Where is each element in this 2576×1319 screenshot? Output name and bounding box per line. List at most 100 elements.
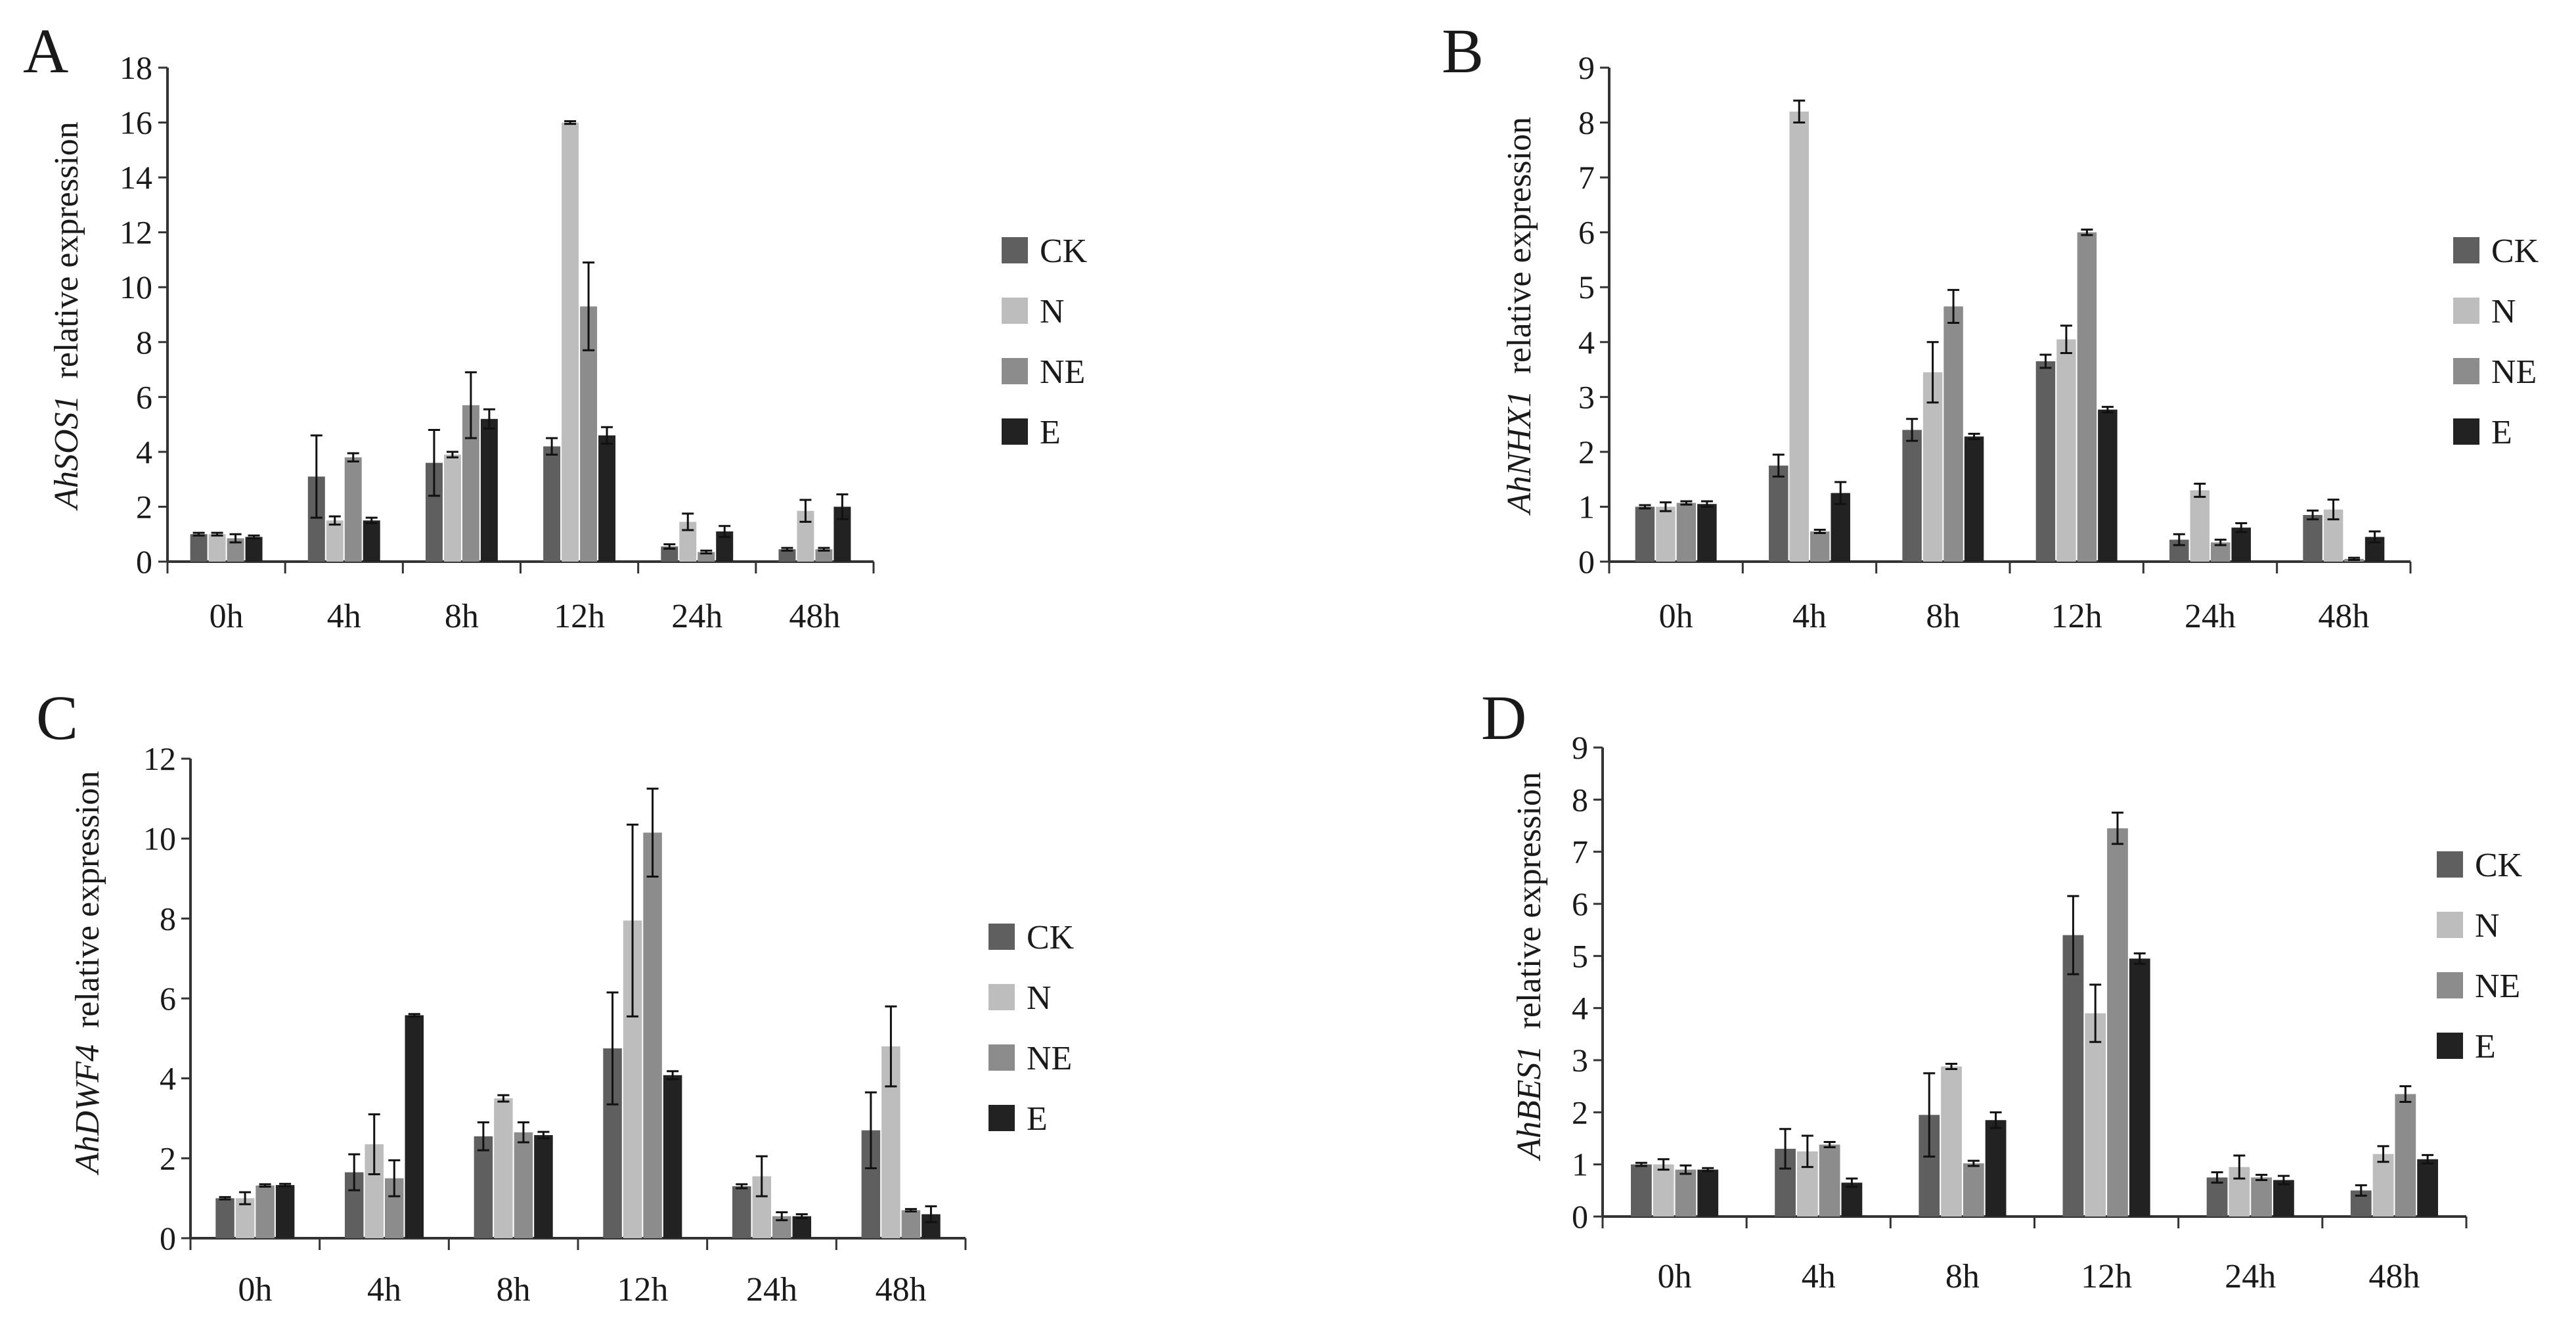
bar-e xyxy=(363,520,380,562)
bar-ne xyxy=(2251,1177,2273,1217)
x-tick-label: 48h xyxy=(2318,598,2369,635)
bar-ne xyxy=(1963,1163,1984,1217)
bar-ck xyxy=(1631,1164,1652,1217)
y-tick-label: 8 xyxy=(1572,781,1588,818)
legend-swatch-n xyxy=(1002,298,1028,324)
legend-label-n: N xyxy=(2491,293,2516,330)
bar-n xyxy=(443,455,461,562)
bar-n xyxy=(1653,1164,1674,1217)
legend-swatch-ck xyxy=(2437,851,2463,878)
bar-ck xyxy=(2206,1177,2228,1217)
y-tick-label: 2 xyxy=(1572,1094,1588,1130)
bar-e xyxy=(2231,527,2251,562)
y-tick-label: 14 xyxy=(120,159,152,196)
legend-swatch-ne xyxy=(1002,358,1028,384)
y-tick-label: 1 xyxy=(1572,1146,1588,1183)
panel-letter: C xyxy=(36,682,78,753)
bar-e xyxy=(792,1216,812,1238)
legend-label-e: E xyxy=(2491,414,2512,451)
y-tick-label: 6 xyxy=(1572,885,1588,922)
gene-name: AhNHX1 xyxy=(1501,390,1538,516)
bar-ne xyxy=(1943,306,1963,562)
x-tick-label: 0h xyxy=(1658,1258,1692,1295)
x-tick-label: 0h xyxy=(238,1271,272,1308)
bar-n xyxy=(562,122,579,562)
x-tick-label: 4h xyxy=(327,598,361,635)
y-tick-label: 4 xyxy=(1578,324,1595,361)
legend-label-n: N xyxy=(1027,979,1052,1017)
x-tick-label: 12h xyxy=(2081,1258,2132,1295)
x-tick-label: 24h xyxy=(2225,1258,2276,1295)
y-tick-label: 0 xyxy=(136,543,152,580)
y-tick-label: 0 xyxy=(1578,543,1595,580)
bar-e xyxy=(1697,504,1717,562)
legend-swatch-n xyxy=(988,984,1015,1010)
y-tick-label: 16 xyxy=(120,104,152,141)
bar-ck xyxy=(2303,514,2322,562)
y-axis-title-suffix: relative expression xyxy=(1501,117,1538,374)
bar-e xyxy=(2129,958,2150,1217)
x-tick-label: 12h xyxy=(554,598,605,635)
legend-swatch-e xyxy=(1002,418,1028,445)
x-tick-label: 8h xyxy=(445,598,479,635)
gene-name: AhSOS1 xyxy=(48,395,85,510)
legend-label-ne: NE xyxy=(2475,968,2520,1005)
y-tick-label: 4 xyxy=(160,1060,176,1097)
bar-n xyxy=(1922,372,1943,562)
y-tick-label: 9 xyxy=(1578,49,1595,86)
bar-ck xyxy=(732,1186,751,1238)
x-tick-label: 8h xyxy=(1945,1258,1980,1295)
y-tick-label: 8 xyxy=(1578,104,1595,141)
bar-ne xyxy=(901,1210,921,1238)
bar-ck xyxy=(474,1136,493,1238)
legend-swatch-ne xyxy=(988,1044,1015,1071)
x-tick-label: 48h xyxy=(2368,1258,2420,1295)
y-tick-label: 7 xyxy=(1578,159,1595,196)
x-tick-label: 48h xyxy=(789,598,840,635)
bar-n xyxy=(208,534,226,562)
bar-ck xyxy=(661,547,678,562)
y-axis-title: AhBES1 relative expression xyxy=(1511,772,1548,1161)
bar-e xyxy=(1964,436,1984,562)
y-tick-label: 6 xyxy=(136,378,152,415)
bar-e xyxy=(1697,1169,1719,1217)
legend: CK N NE E xyxy=(2437,847,2523,1065)
y-tick-label: 5 xyxy=(1572,937,1588,974)
legend-label-n: N xyxy=(2475,907,2500,945)
bar-e xyxy=(663,1075,682,1238)
panel-a: A AhSOS1 relative expression CK N NE E 0 2 4 6… xyxy=(23,16,1088,635)
gene-name: AhDWF4 xyxy=(69,1044,106,1175)
legend-label-ne: NE xyxy=(2491,353,2537,391)
bar-ne xyxy=(1676,503,1697,562)
legend-label-e: E xyxy=(2475,1028,2496,1065)
legend-swatch-e xyxy=(988,1105,1015,1131)
x-tick-label: 8h xyxy=(1926,598,1960,635)
bar-n xyxy=(1656,506,1676,562)
x-tick-label: 0h xyxy=(210,598,244,635)
y-axis-title-suffix: relative expression xyxy=(69,771,106,1028)
bar-ck xyxy=(2035,361,2056,562)
legend-swatch-ne xyxy=(2437,972,2463,998)
y-tick-label: 7 xyxy=(1572,834,1588,870)
legend: CK N NE E xyxy=(1002,233,1088,451)
panel-c: C AhDWF4 relative expression CK N NE E 0 2 4 6… xyxy=(36,682,1075,1308)
y-tick-label: 1 xyxy=(1578,488,1595,525)
bar-ne xyxy=(2395,1094,2416,1217)
y-axis-title: AhSOS1 relative expression xyxy=(48,122,85,511)
bar-e xyxy=(2098,409,2118,562)
bar-ck xyxy=(1769,465,1788,562)
y-tick-label: 6 xyxy=(1578,214,1595,251)
x-tick-label: 24h xyxy=(671,598,722,635)
bar-e xyxy=(275,1185,295,1238)
y-tick-label: 4 xyxy=(136,434,152,470)
y-tick-label: 9 xyxy=(1572,729,1588,766)
legend-label-ck: CK xyxy=(2475,847,2523,884)
legend-swatch-ck xyxy=(988,924,1015,950)
bar-n xyxy=(2190,490,2210,562)
x-tick-label: 24h xyxy=(746,1271,797,1308)
bar-ne xyxy=(643,832,662,1238)
y-tick-label: 5 xyxy=(1578,269,1595,305)
y-tick-label: 0 xyxy=(160,1220,176,1257)
